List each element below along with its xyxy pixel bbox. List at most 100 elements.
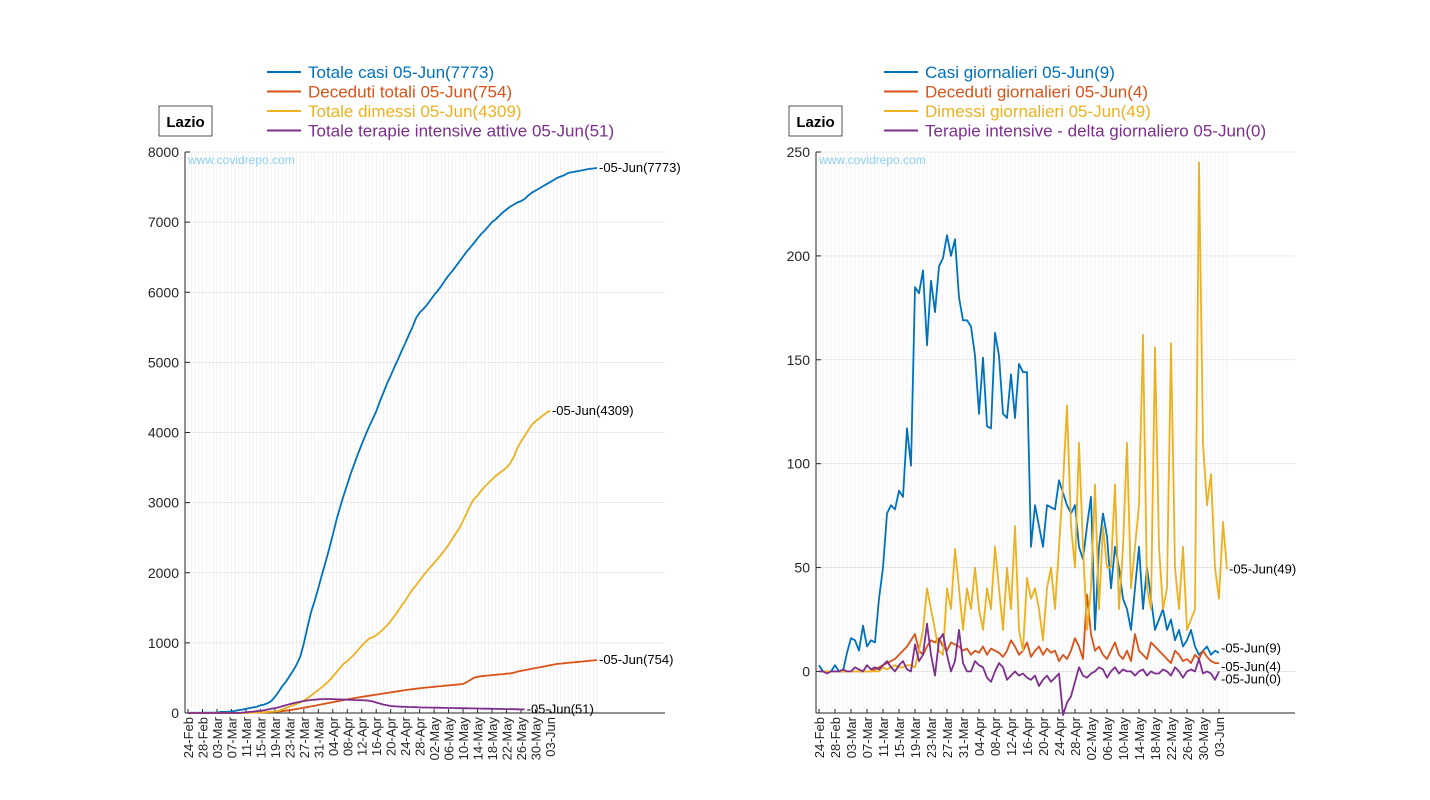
x-tick-label: 02-May <box>1084 717 1099 761</box>
x-tick-label: 10-May <box>1116 717 1131 761</box>
x-tick-label: 07-Mar <box>224 716 239 758</box>
x-tick-label: 10-May <box>456 717 471 761</box>
y-tick-label: 50 <box>794 560 810 576</box>
x-tick-label: 27-Mar <box>297 716 312 758</box>
grid-lines <box>816 151 1295 713</box>
legend: Casi giornalieri 05-Jun(9)Deceduti giorn… <box>884 63 1266 141</box>
x-tick-label: 18-May <box>485 717 500 761</box>
x-tick-label: 23-Mar <box>924 716 939 758</box>
x-tick-label: 31-Mar <box>311 716 326 758</box>
y-tick-label: 250 <box>787 144 811 160</box>
x-tick-label: 04-Apr <box>326 716 341 756</box>
x-tick-label: 14-May <box>471 717 486 761</box>
y-tick-label: 150 <box>787 352 811 368</box>
legend-entry: Totale casi 05-Jun(7773) <box>308 63 494 82</box>
series-end-label: -05-Jun(7773) <box>599 160 681 175</box>
series-end-label: -05-Jun(4) <box>1221 659 1281 674</box>
x-tick-label: 28-Apr <box>413 716 428 756</box>
x-tick-label: 07-Mar <box>860 716 875 758</box>
x-tick-label: 03-Mar <box>844 716 859 758</box>
x-tick-label: 02-May <box>427 717 442 761</box>
region-label: Lazio <box>166 114 204 131</box>
x-tick-label: 19-Mar <box>268 716 283 758</box>
series-line-3 <box>188 698 525 714</box>
x-tick-label: 11-Mar <box>239 716 254 757</box>
x-tick-label: 03-Jun <box>1212 717 1227 757</box>
legend-entry: Casi giornalieri 05-Jun(9) <box>925 63 1115 82</box>
y-tick-label: 100 <box>787 456 811 472</box>
x-tick-label: 28-Feb <box>195 717 210 758</box>
x-tick-label: 22-May <box>500 717 515 761</box>
legend-entry: Terapie intensive - delta giornaliero 05… <box>925 122 1266 141</box>
x-tick-label: 26-May <box>1180 717 1195 761</box>
y-tick-label: 200 <box>787 248 811 264</box>
x-tick-label: 16-Apr <box>369 716 384 756</box>
x-tick-label: 24-Feb <box>181 717 196 758</box>
series-line-2 <box>819 161 1228 673</box>
series-end-label: -05-Jun(754) <box>599 652 673 667</box>
x-tick-label: 08-Apr <box>988 716 1003 756</box>
watermark: www.covidrepo.com <box>818 153 926 167</box>
x-tick-label: 24-Apr <box>398 716 413 756</box>
series-end-label: -05-Jun(9) <box>1221 641 1281 656</box>
x-tick-label: 18-May <box>1148 717 1163 761</box>
x-tick-label: 24-Feb <box>812 717 827 758</box>
series-line-0 <box>188 167 598 714</box>
x-tick-label: 12-Apr <box>1004 716 1019 756</box>
y-tick-label: 0 <box>171 705 179 721</box>
x-tick-label: 23-Mar <box>282 716 297 758</box>
y-tick-label: 5000 <box>148 354 179 370</box>
y-tick-label: 6000 <box>148 284 179 300</box>
y-tick-label: 4000 <box>148 425 179 441</box>
series-line-3 <box>819 622 1220 716</box>
series-end-label: -05-Jun(51) <box>527 701 594 716</box>
x-tick-label: 06-May <box>1100 717 1115 761</box>
x-tick-label: 03-Jun <box>543 717 558 757</box>
series-line-0 <box>818 234 1220 673</box>
region-label-box <box>158 105 213 137</box>
x-tick-label: 27-Mar <box>940 716 955 758</box>
y-tick-label: 1000 <box>148 635 179 651</box>
x-tick-label: 11-Mar <box>876 716 891 757</box>
series-end-label: -05-Jun(49) <box>1229 562 1296 577</box>
x-tick-label: 20-Apr <box>384 716 399 756</box>
legend-entry: Totale dimessi 05-Jun(4309) <box>308 102 522 121</box>
x-tick-label: 20-Apr <box>1036 716 1051 756</box>
legend-entry: Deceduti giornalieri 05-Jun(4) <box>925 83 1148 102</box>
y-tick-label: 7000 <box>148 214 179 230</box>
y-tick-label: 3000 <box>148 495 179 511</box>
x-tick-label: 22-May <box>1164 717 1179 761</box>
x-tick-label: 03-Mar <box>210 716 225 758</box>
x-tick-label: 24-Apr <box>1052 716 1067 756</box>
region-label-box <box>788 105 843 137</box>
x-tick-label: 30-May <box>528 717 543 761</box>
x-tick-label: 30-May <box>1196 717 1211 761</box>
x-tick-label: 28-Apr <box>1068 716 1083 756</box>
x-tick-label: 15-Mar <box>892 716 907 758</box>
x-tick-label: 16-Apr <box>1020 716 1035 756</box>
x-tick-label: 19-Mar <box>908 716 923 758</box>
grid-lines <box>185 151 665 714</box>
legend: Totale casi 05-Jun(7773)Deceduti totali … <box>267 63 614 141</box>
region-label: Lazio <box>796 114 834 131</box>
watermark: www.covidrepo.com <box>187 153 295 167</box>
x-tick-label: 04-Apr <box>972 716 987 756</box>
x-tick-label: 08-Apr <box>340 716 355 756</box>
series-line-1 <box>819 593 1219 673</box>
legend-entry: Totale terapie intensive attive 05-Jun(5… <box>308 122 614 141</box>
legend-entry: Deceduti totali 05-Jun(754) <box>308 83 512 102</box>
series-end-label: -05-Jun(4309) <box>552 403 634 418</box>
y-tick-label: 2000 <box>148 565 179 581</box>
y-tick-label: 8000 <box>148 144 179 160</box>
series-end-label: -05-Jun(0) <box>1221 671 1281 686</box>
x-tick-label: 26-May <box>514 717 529 761</box>
y-tick-label: 0 <box>802 663 810 679</box>
legend-entry: Dimessi giornalieri 05-Jun(49) <box>925 102 1151 121</box>
x-tick-label: 28-Feb <box>828 717 843 758</box>
x-tick-label: 15-Mar <box>253 716 268 758</box>
x-tick-label: 14-May <box>1132 717 1147 761</box>
x-tick-label: 12-Apr <box>355 716 370 756</box>
x-tick-label: 06-May <box>442 717 457 761</box>
